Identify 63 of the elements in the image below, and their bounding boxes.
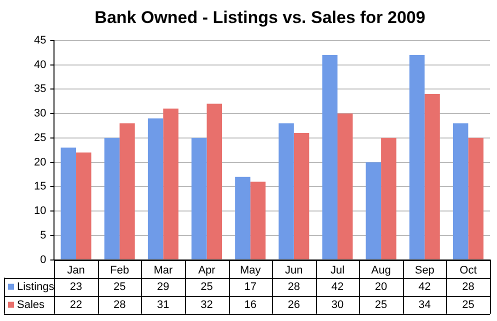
y-tick-label: 40 (34, 58, 46, 71)
y-tick-label: 35 (34, 83, 46, 96)
data-label: 25 (113, 280, 126, 293)
data-label: 22 (70, 298, 82, 311)
x-tick-label: Mar (154, 264, 173, 276)
data-label: 34 (418, 298, 431, 311)
x-tick-label: Jul (330, 264, 345, 276)
data-label: 20 (374, 280, 388, 293)
data-label: 23 (70, 280, 82, 293)
x-tick-label: Jun (285, 264, 303, 276)
x-tick-label: May (240, 264, 262, 276)
data-label: 31 (157, 298, 170, 311)
y-tick-label: 20 (34, 156, 46, 168)
y-tick-label: 10 (34, 205, 46, 218)
data-label: 29 (157, 280, 170, 293)
data-label: 28 (288, 280, 300, 293)
legend-label: Listings (17, 280, 55, 293)
data-label: 25 (200, 280, 213, 293)
data-label: 30 (331, 298, 344, 311)
x-tick-label: Oct (460, 264, 477, 276)
data-label: 28 (113, 298, 126, 311)
y-tick-label: 15 (34, 180, 46, 193)
bar (250, 182, 266, 260)
data-label: 17 (244, 280, 256, 293)
legend-label: Sales (17, 298, 46, 311)
bar (278, 123, 294, 260)
y-tick-label: 0 (40, 254, 46, 266)
y-tick-label: 5 (40, 229, 46, 242)
data-label: 42 (331, 280, 344, 293)
bar (148, 118, 164, 260)
bar (120, 123, 135, 260)
bar (163, 108, 178, 260)
data-label: 25 (462, 298, 474, 311)
bar (104, 138, 120, 260)
bar (294, 133, 310, 260)
bar (381, 138, 396, 260)
data-label: 26 (288, 298, 300, 311)
bar (366, 162, 382, 260)
bar (192, 138, 207, 260)
bar (337, 114, 353, 260)
bar (409, 55, 425, 260)
bar (468, 138, 484, 260)
bar (76, 152, 92, 260)
bar (322, 55, 338, 260)
data-label: 25 (374, 298, 388, 311)
x-tick-label: Aug (371, 264, 391, 276)
data-label: 16 (244, 298, 256, 311)
data-label: 42 (418, 280, 431, 293)
bar (424, 94, 440, 260)
x-tick-label: Sep (414, 264, 434, 276)
x-tick-label: Apr (198, 264, 216, 276)
bar (235, 176, 250, 260)
bar (206, 104, 222, 260)
bar (452, 123, 468, 260)
data-label: 28 (462, 280, 474, 293)
data-label: 32 (200, 298, 213, 311)
y-tick-label: 45 (34, 34, 46, 46)
bar (60, 148, 76, 260)
y-tick-label: 25 (34, 132, 46, 144)
x-tick-label: Jan (67, 264, 85, 276)
y-tick-label: 30 (34, 108, 46, 120)
x-tick-label: Feb (110, 264, 130, 276)
chart-title: Bank Owned - Listings vs. Sales for 2009 (94, 8, 426, 27)
